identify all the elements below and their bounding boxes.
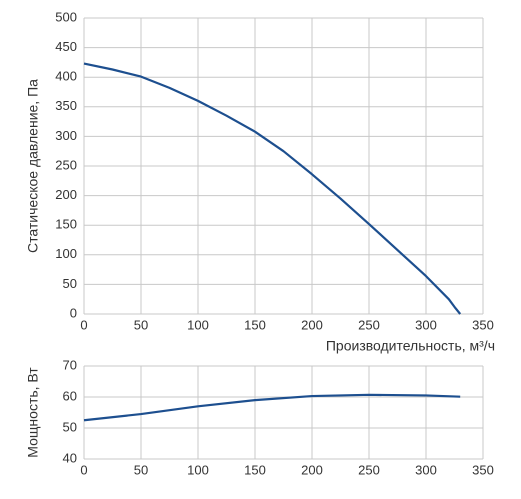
x-tick-label: 350 — [472, 462, 494, 477]
y-tick-label: 50 — [63, 276, 77, 291]
y-tick-label: 350 — [55, 98, 77, 113]
x-tick-label: 150 — [244, 317, 266, 332]
x-tick-label: 300 — [415, 317, 437, 332]
x-tick-label: 200 — [301, 462, 323, 477]
y-axis-label: Мощность, Вт — [25, 367, 41, 458]
y-axis-label: Статическое давление, Па — [25, 79, 41, 253]
y-tick-label: 500 — [55, 9, 77, 24]
y-tick-label: 70 — [63, 357, 77, 372]
x-axis-label: Производительность, м³/ч — [326, 338, 495, 354]
y-tick-label: 450 — [55, 39, 77, 54]
y-tick-label: 40 — [63, 450, 77, 465]
data-line — [83, 62, 462, 315]
y-tick-label: 400 — [55, 69, 77, 84]
y-tick-label: 50 — [63, 419, 77, 434]
y-tick-label: 0 — [70, 305, 77, 320]
x-tick-label: 250 — [358, 462, 380, 477]
data-line — [83, 393, 461, 422]
x-tick-label: 250 — [358, 317, 380, 332]
x-tick-label: 200 — [301, 317, 323, 332]
y-tick-label: 300 — [55, 128, 77, 143]
x-tick-label: 300 — [415, 462, 437, 477]
x-tick-label: 100 — [187, 462, 209, 477]
x-tick-label: 100 — [187, 317, 209, 332]
y-tick-label: 250 — [55, 157, 77, 172]
x-tick-label: 0 — [80, 462, 87, 477]
y-tick-label: 200 — [55, 187, 77, 202]
x-tick-label: 50 — [134, 462, 148, 477]
y-tick-label: 150 — [55, 217, 77, 232]
x-tick-label: 150 — [244, 462, 266, 477]
y-tick-label: 60 — [63, 388, 77, 403]
x-tick-label: 350 — [472, 317, 494, 332]
x-tick-label: 50 — [134, 317, 148, 332]
x-tick-label: 0 — [80, 317, 87, 332]
y-tick-label: 100 — [55, 246, 77, 261]
